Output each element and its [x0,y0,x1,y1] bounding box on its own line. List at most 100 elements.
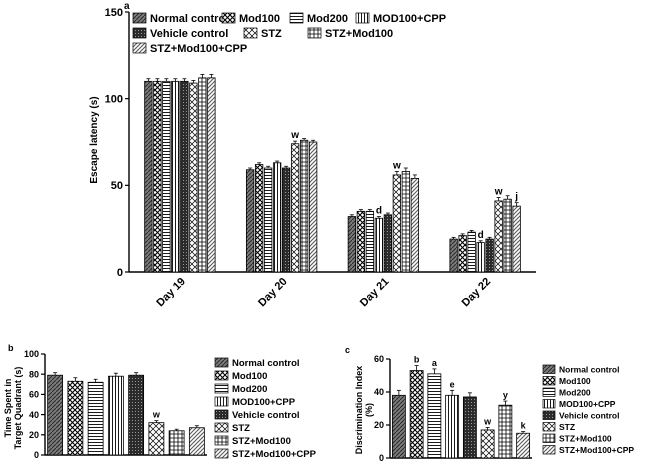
panel-c-legend-swatch [542,410,556,420]
panel-a-significance-letter: w [392,160,401,171]
panel-a-bar [383,214,393,273]
panel-c-significance-letter: e [450,379,455,389]
panel-a-legend-label: STZ+Mod100+CPP [150,43,247,55]
panel-c-legend-swatch [542,399,556,409]
panel-a-significance-letter: d [376,206,382,217]
panel-a-bar [207,77,216,273]
panel-a-legend-swatch [355,12,370,24]
panel-c-bar [391,394,406,459]
panel-c-y-tick-label: 40 [374,387,384,397]
panel-b-bar [148,422,165,456]
panel-a-bar [281,167,291,273]
panel-b-legend-swatch [214,357,229,368]
panel-c-significance-letter: w [483,416,492,426]
panel-c-y-axis-label-line-2: (%) [364,403,374,417]
panel-a-legend-swatch [132,42,147,54]
panel-a-x-tick-label: Day 22 [460,276,494,310]
panel-a-legend-label: Mod200 [307,13,348,25]
panel-c-bar [409,370,424,459]
panel-a-y-tick-label: 0 [117,267,123,279]
panel-c-legend-swatch [542,387,556,397]
panel-c-significance-letter: b [414,355,420,365]
panel-a-bar [503,198,512,273]
panel-a-x-tick-label: Day 19 [154,276,188,310]
panel-b-bar [168,430,185,456]
panel-a-bar [467,231,476,273]
panel-c-y-tick-label: 60 [374,354,384,364]
panel-c-y-tick-label: 0 [379,453,384,463]
panel-a-legend: Normal control Mod100 Mod200 MOD100+CPP Vehi… [132,12,446,55]
panel-c-bar [445,394,460,459]
panel-b-legend-swatch [214,409,229,420]
panel-b-legend-label: Normal control [232,358,300,369]
panel-b-y-tick-label: 0 [34,450,39,460]
panel-c-label: c [345,345,350,355]
panel-b-legend-label: Vehicle control [232,410,300,421]
panel-a-bar [180,80,189,273]
panel-b-legend-label: Mod200 [232,384,267,395]
panel-b-legend-label: MOD100+CPP [232,397,296,408]
panel-a: a 0 50 100 150 Escape latency (s) Day 19 w Da… [89,1,536,309]
panel-c-legend-label: Mod100 [559,376,591,386]
panel-a-legend-swatch [243,27,258,39]
panel-a-bar [410,177,420,273]
panel-a-bar [392,174,402,273]
panel-a-bar [347,216,357,273]
panel-a-legend-swatch [307,27,322,39]
panel-a-bar [449,238,458,273]
panel-b-y-tick-label: 40 [29,410,39,420]
panel-c-bar [427,373,442,459]
panel-a-bar [308,141,318,273]
panel-c-y-axis-label: Discrimination Index (%) [354,366,374,455]
panel-c-legend-label: Mod200 [559,388,591,398]
panel-b-bar [128,374,145,456]
panel-a-bar [485,238,494,273]
panel-c-legend-label: STZ+Mod100 [559,434,612,444]
panel-c-y-axis-label-line-1: Discrimination Index [354,366,364,455]
panel-a-significance-letter: w [494,186,503,197]
panel-b-legend-swatch [214,383,229,394]
panel-b-legend-label: Mod100 [232,371,267,382]
panel-a-bar [290,143,300,273]
panel-c-bar [480,429,495,459]
panel-c-bar [516,432,531,459]
panel-b-y-tick-label: 80 [29,369,39,379]
panel-c-legend-label: STZ [559,422,575,432]
panel-b: b 0 20 40 60 80 100 Time Spent in Target Quad… [3,343,317,460]
panel-b-bar [67,380,84,456]
panel-a-bar [153,80,162,273]
panel-c-significance-letter: y [503,390,508,400]
panel-a-bar [299,139,309,273]
panel-a-bar [374,217,384,273]
panel-a-legend-label: MOD100+CPP [373,13,446,25]
panel-b-y-tick-label: 60 [29,390,39,400]
panel-b-legend-label: STZ+Mod100 [232,436,291,447]
panel-a-bar [272,162,282,273]
panel-c-legend-label: STZ+Mod100+CPP [559,445,634,455]
panel-c-legend-swatch [542,422,556,432]
panel-c-legend-swatch [542,445,556,455]
panel-c: c 0 20 40 60 Discrimination Index (%) b a e w y… [345,345,634,463]
panel-a-bar [476,242,485,273]
panel-b-significance-letter: w [152,410,161,420]
panel-b-y-axis-label: Time Spent in Target Quadrant (s) [3,367,23,450]
panel-a-bar [254,164,264,273]
panel-a-legend-label: STZ+Mod100 [325,28,393,40]
panel-b-legend-swatch [214,435,229,446]
panel-a-legend-swatch [132,27,147,39]
panel-a-y-tick-label: 150 [105,7,123,19]
panel-a-legend-label: Normal control [150,13,228,25]
panel-a-legend-label: Vehicle control [150,28,228,40]
panel-c-legend-label: Normal control [559,365,619,375]
panel-b-legend-label: STZ [232,423,250,434]
panel-c-legend-swatch [542,364,556,374]
panel-b-legend-swatch [214,370,229,381]
panel-a-y-tick-label: 50 [111,180,123,192]
panel-b-y-tick-label: 20 [29,430,39,440]
panel-b-label: b [8,343,14,353]
panel-a-bar [365,210,375,273]
panel-b-legend-swatch [214,422,229,433]
panel-b-bar [87,381,104,456]
panel-a-legend-label: STZ [261,28,282,40]
